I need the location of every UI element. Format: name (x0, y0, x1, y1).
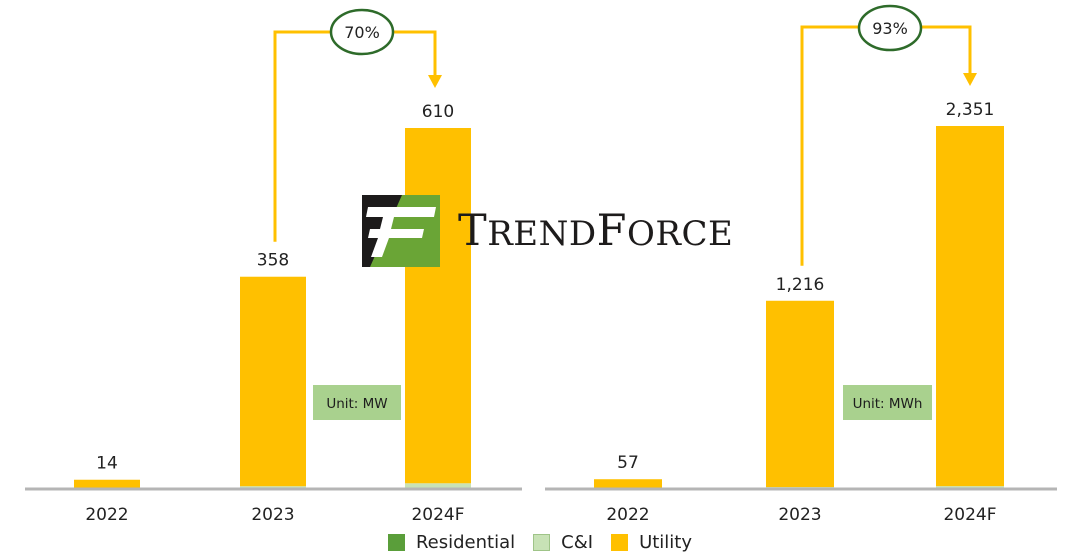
panel2-category-label-2022: 2022 (606, 505, 649, 525)
panel1-growth-arrowhead (428, 75, 442, 88)
legend-item-utility: Utility (611, 532, 692, 553)
panel2-growth-label: 93% (872, 19, 908, 38)
panel2-bar-utility-2024f (936, 126, 1004, 487)
panel1-bar-utility-2023 (240, 276, 306, 487)
panel1-growth-badge (329, 8, 395, 56)
panel2-bar-utility-2023 (766, 300, 834, 488)
panel2-value-label-2024f: 2,351 (946, 100, 995, 120)
legend-label-ci: C&I (561, 531, 594, 553)
panel1-unit-box (313, 385, 401, 420)
panel2-unit-label: Unit: MWh (853, 396, 923, 412)
panel1-unit-label: Unit: MW (326, 396, 387, 412)
panel2-unit-box (843, 385, 932, 420)
legend-label-residential: Residential (415, 531, 516, 553)
legend-item-ci: C&I (533, 532, 593, 553)
panel2-bar-ci-2024f (936, 486, 1004, 488)
panel2-value-label-2022: 57 (617, 453, 639, 473)
legend: Residential C&I Utility (0, 528, 1080, 556)
panel1-growth-label: 70% (344, 23, 380, 42)
panel1-value-label-2022: 14 (96, 454, 118, 474)
panel2-growth-badge (857, 4, 923, 52)
panel2-category-label-2024f: 2024F (943, 505, 996, 525)
trendforce-logo-text: TRENDFORCE (458, 206, 734, 256)
panel1-bar-ci-2024f (405, 483, 471, 488)
legend-swatch-ci (533, 533, 551, 551)
legend-swatch-residential (387, 533, 405, 551)
panel1-bar-utility-2024f (405, 128, 471, 484)
panel2-growth-arrowhead (963, 73, 977, 86)
panel2-bar-utility-2022 (594, 479, 662, 488)
trendforce-logo (362, 195, 440, 267)
legend-item-residential: Residential (387, 531, 516, 553)
legend-label-utility: Utility (639, 531, 693, 553)
panel1-bar-utility-2022 (74, 479, 140, 488)
panel1-category-label-2024f: 2024F (411, 505, 464, 525)
panel2-category-label-2023: 2023 (778, 505, 821, 525)
panel1-value-label-2023: 358 (257, 251, 289, 271)
legend-swatch-utility (611, 533, 629, 551)
panel1-bar-ci-2023 (240, 486, 306, 488)
panel1-category-label-2022: 2022 (85, 505, 128, 525)
panel2-value-label-2023: 1,216 (776, 275, 825, 295)
panel1-value-label-2024f: 610 (422, 102, 454, 122)
panel1-category-label-2023: 2023 (251, 505, 294, 525)
